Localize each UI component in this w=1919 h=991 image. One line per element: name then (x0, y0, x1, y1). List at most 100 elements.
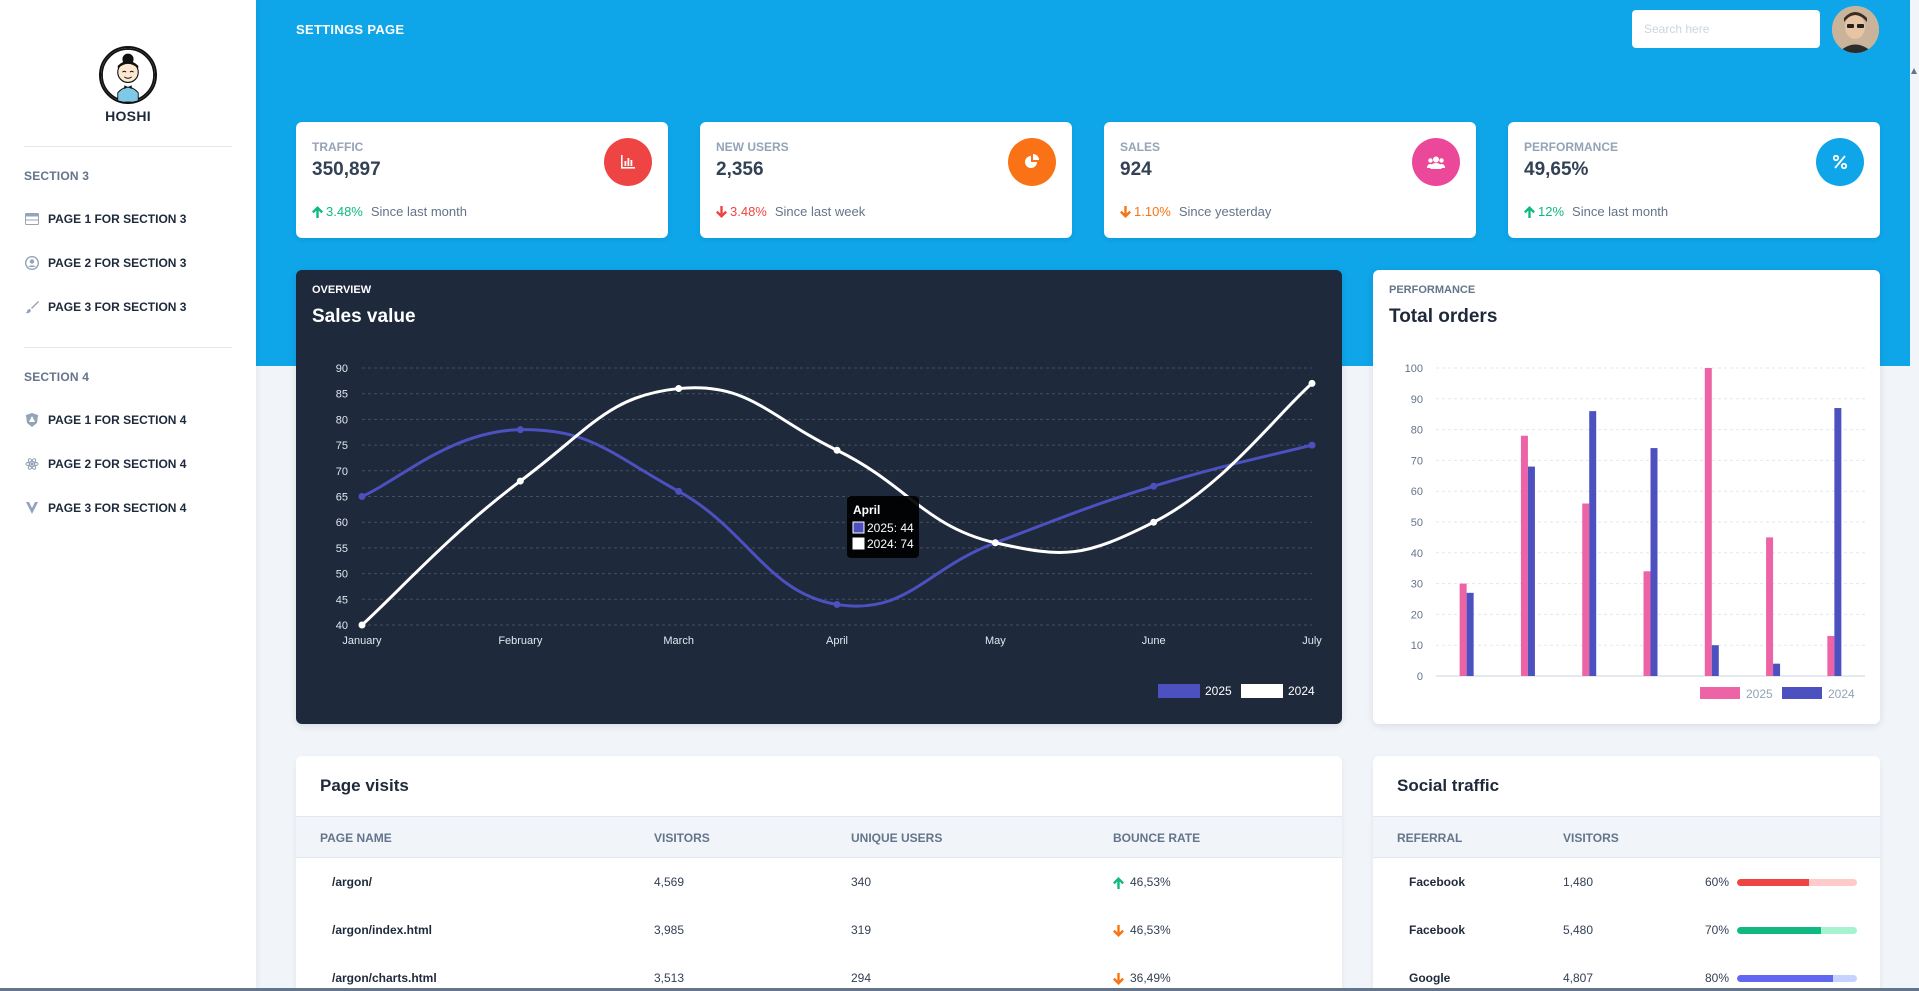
sidebar-item-page1-section3[interactable]: PAGE 1 FOR SECTION 3 (0, 197, 256, 241)
bar (1643, 571, 1651, 676)
x-tick-label: April (826, 635, 848, 647)
sales-value-card: OVERVIEW Sales value 40 45 50 55 60 65 70 75 80 8… (296, 270, 1342, 724)
chart-title: Total orders (1389, 306, 1498, 327)
stat-delta: 3.48% (312, 204, 363, 219)
percent: 80% (1705, 971, 1730, 985)
x-tick-label: May (985, 635, 1006, 647)
react-icon (24, 456, 40, 472)
percent-icon (1816, 138, 1864, 186)
visitors: 5,480 (1563, 923, 1594, 937)
y-tick-label: 90 (1411, 394, 1423, 406)
y-tick-label: 80 (1411, 425, 1423, 437)
sidebar-item-label: PAGE 1 FOR SECTION 4 (48, 413, 187, 427)
bar (1704, 368, 1712, 676)
arrow-down-icon (716, 205, 727, 218)
data-point (833, 446, 841, 454)
stat-card-new-users[interactable]: NEW USERS 2,356 3.48% Since last week (700, 122, 1072, 238)
stat-value: 924 (1120, 159, 1152, 180)
tooltip-box (847, 496, 919, 558)
stat-since: Since last month (370, 204, 467, 219)
bar-chart-icon (604, 138, 652, 186)
scroll-up-arrow-icon[interactable] (1911, 68, 1917, 74)
table-row[interactable]: Google 4,807 80% (1373, 954, 1880, 991)
x-tick-label: January (342, 635, 382, 647)
y-tick-label: 55 (336, 543, 348, 555)
data-point (358, 493, 366, 500)
sales-line-chart[interactable]: 40 45 50 55 60 65 70 75 80 85 90 January February Mar… (296, 270, 1342, 724)
orders-bar-chart[interactable]: 0 10 20 30 40 50 60 70 80 90 100 2025 2024 (1373, 270, 1880, 724)
legend-label: 2024 (1828, 687, 1855, 701)
stat-card-traffic[interactable]: TRAFFIC 350,897 3.48% Since last month (296, 122, 668, 238)
y-tick-label: 45 (336, 594, 348, 606)
brand-name: HOSHI (105, 108, 151, 124)
percent: 70% (1705, 923, 1730, 937)
angular-icon (24, 500, 40, 516)
column-header: UNIQUE USERS (851, 831, 943, 845)
search-input[interactable] (1632, 10, 1820, 48)
stat-label: TRAFFIC (312, 140, 364, 154)
bar (1773, 663, 1781, 676)
stat-card-performance[interactable]: PERFORMANCE 49,65% 12% Since last month (1508, 122, 1880, 238)
progress-fill (1737, 879, 1809, 886)
referral: Facebook (1409, 923, 1466, 937)
bounce-value: 36,49% (1130, 971, 1171, 985)
column-header: REFERRAL (1397, 831, 1463, 845)
legend-swatch (1782, 687, 1822, 699)
tooltip-title: April (853, 503, 880, 517)
sidebar-item-page3-section4[interactable]: PAGE 3 FOR SECTION 4 (0, 486, 256, 530)
tooltip-swatch (852, 521, 865, 534)
table-row[interactable]: Facebook 1,480 60% (1373, 858, 1880, 906)
stat-card-sales[interactable]: SALES 924 1.10% Since yesterday (1104, 122, 1476, 238)
legend-swatch (1158, 684, 1200, 698)
page-title[interactable]: SETTINGS PAGE (296, 22, 405, 37)
bounce-rate: 46,53% (1113, 906, 1171, 954)
bar (1827, 635, 1835, 676)
brand[interactable]: HOSHI (0, 0, 256, 124)
stat-since: Since last month (1572, 204, 1669, 219)
table-row[interactable]: /argon/ 4,569 340 46,53% (296, 858, 1342, 906)
table-row[interactable]: /argon/index.html 3,985 319 46,53% (296, 906, 1342, 954)
page-name: /argon/index.html (332, 923, 433, 937)
sidebar-item-page2-section4[interactable]: PAGE 2 FOR SECTION 4 (0, 442, 256, 486)
y-tick-label: 0 (1417, 671, 1423, 683)
bar (1834, 408, 1842, 676)
stat-value: 350,897 (312, 159, 381, 180)
table-title: Social traffic (1397, 776, 1500, 795)
chart-subtitle: OVERVIEW (312, 284, 372, 296)
sidebar-item-label: PAGE 3 FOR SECTION 3 (48, 300, 187, 314)
data-point (1150, 482, 1158, 490)
user-photo (1832, 6, 1879, 53)
bounce-value: 46,53% (1130, 923, 1171, 937)
legend-swatch (1700, 687, 1740, 699)
bar (1466, 592, 1474, 676)
scrollbar[interactable] (1910, 0, 1919, 991)
table-row[interactable]: Facebook 5,480 70% (1373, 906, 1880, 954)
sidebar-item-page1-section4[interactable]: PAGE 1 FOR SECTION 4 (0, 398, 256, 442)
sidebar-item-page3-section3[interactable]: PAGE 3 FOR SECTION 3 (0, 285, 256, 329)
y-tick-label: 30 (1411, 579, 1423, 591)
bounce-rate: 36,49% (1113, 954, 1171, 991)
y-tick-label: 80 (336, 414, 348, 426)
stat-label: NEW USERS (716, 140, 789, 154)
x-tick-label: March (663, 635, 694, 647)
sidebar-item-label: PAGE 3 FOR SECTION 4 (48, 501, 187, 515)
stat-delta-value: 3.48% (326, 204, 363, 219)
bar (1582, 503, 1590, 676)
visitors: 3,513 (654, 971, 685, 985)
table-title: Page visits (320, 776, 409, 795)
table-row[interactable]: /argon/charts.html 3,513 294 36,49% (296, 954, 1342, 991)
x-tick-label: June (1142, 635, 1166, 647)
user-avatar[interactable] (1832, 6, 1879, 53)
bar (1527, 466, 1535, 676)
bar (1589, 411, 1597, 676)
unique-users: 294 (851, 971, 872, 985)
section-title-3: SECTION 3 (24, 169, 90, 183)
visitors: 4,807 (1563, 971, 1594, 985)
sidebar-divider (24, 146, 232, 147)
section-title-4: SECTION 4 (24, 370, 90, 384)
data-point (1308, 441, 1316, 449)
progress-fill (1737, 927, 1821, 934)
sidebar-item-page2-section3[interactable]: PAGE 2 FOR SECTION 3 (0, 241, 256, 285)
data-point (1150, 518, 1158, 526)
paint-brush-icon (24, 299, 40, 315)
